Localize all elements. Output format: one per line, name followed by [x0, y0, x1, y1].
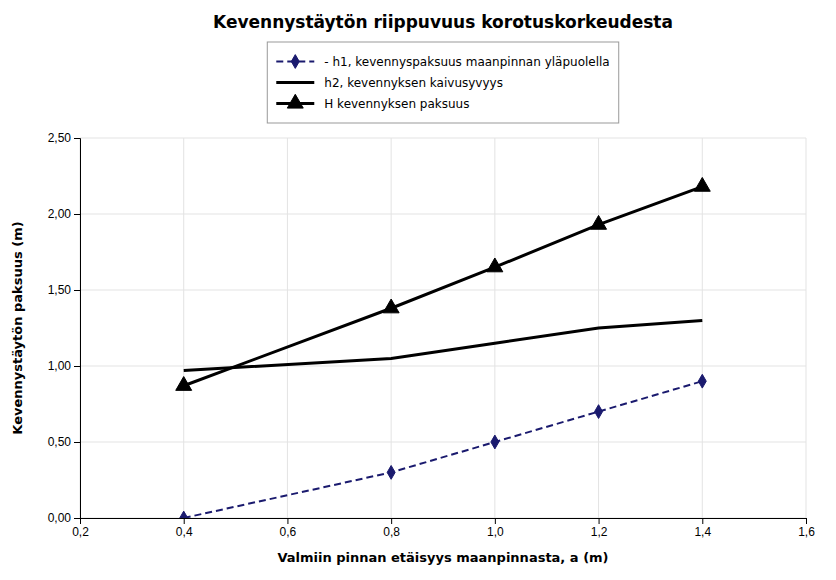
tick-mark — [74, 366, 80, 367]
tick: 1,0 — [487, 518, 504, 539]
grid — [80, 138, 806, 518]
tick-mark — [74, 138, 80, 139]
legend-symbol — [276, 81, 314, 84]
x-axis: 0,2 0,4 0,6 0,8 1,0 1,2 1,4 1,6 — [72, 518, 815, 539]
tick: 2,00 — [48, 207, 80, 221]
tick: 0,50 — [48, 435, 80, 449]
tick: 1,6 — [798, 518, 815, 539]
grid-line — [391, 138, 392, 518]
tick: 1,50 — [48, 283, 80, 297]
x-axis-title: Valmiin pinnan etäisyys maanpinnasta, a … — [277, 550, 608, 565]
plot-area — [176, 177, 711, 518]
tick-label: 2,50 — [48, 131, 72, 145]
legend: - h1, kevennyspaksuus maanpinnan yläpuol… — [267, 42, 618, 123]
tick: 0,8 — [383, 518, 400, 539]
y-axis: 0,00 0,50 1,00 1,50 2,00 2,50 — [48, 131, 81, 525]
tick: 2,50 — [48, 131, 80, 145]
axis-line — [74, 139, 81, 519]
grid-line — [80, 214, 806, 215]
grid-line — [80, 290, 806, 291]
title: Kevennystäytön riippuvuus korotuskorkeud… — [213, 12, 673, 32]
tick-label: 0,6 — [280, 525, 297, 539]
tick-label: 0,4 — [176, 525, 193, 539]
marker — [387, 465, 395, 479]
tick-mark — [184, 518, 185, 524]
tick-mark — [74, 442, 80, 443]
legend-symbol — [287, 94, 303, 108]
series — [176, 177, 711, 390]
legend-label: - h1, kevennyspaksuus maanpinnan yläpuol… — [324, 55, 609, 69]
tick-label: 1,4 — [694, 525, 711, 539]
line — [184, 381, 703, 518]
tick: 0,6 — [280, 518, 297, 539]
tick-label: 0,8 — [383, 525, 400, 539]
grid-line — [80, 442, 806, 443]
legend-label: h2, kevennyksen kaivusyvyys — [324, 76, 503, 90]
tick: 0,2 — [72, 518, 89, 539]
grid-line — [287, 138, 288, 518]
tick-label: 1,6 — [798, 525, 815, 539]
series — [180, 374, 707, 518]
tick-mark — [495, 518, 496, 524]
tick-mark — [599, 518, 600, 524]
legend-frame — [267, 42, 618, 123]
tick: 1,00 — [48, 359, 80, 373]
tick: 1,4 — [694, 518, 711, 539]
marker — [698, 374, 706, 388]
marker — [180, 511, 188, 518]
tick-label: 0,50 — [48, 435, 72, 449]
tick: 1,2 — [591, 518, 608, 539]
tick-mark — [287, 518, 288, 524]
marker — [591, 215, 607, 229]
marker — [694, 177, 710, 191]
tick-mark — [74, 290, 80, 291]
marker — [383, 299, 399, 313]
legend-symbol — [291, 55, 299, 69]
marker — [487, 258, 503, 272]
y-axis-title: Kevennystäytön paksuus (m) — [10, 221, 25, 434]
tick: 0,00 — [48, 511, 80, 525]
marker — [491, 435, 499, 449]
line — [184, 187, 703, 386]
series — [184, 320, 703, 370]
grid-line — [702, 138, 703, 518]
tick-label: 1,0 — [487, 525, 504, 539]
legend-item: H kevennyksen paksuus — [276, 94, 469, 110]
tick: 0,4 — [176, 518, 193, 539]
line — [184, 320, 703, 370]
tick-label: 1,2 — [591, 525, 608, 539]
grid-line — [494, 138, 495, 518]
legend-item: h2, kevennyksen kaivusyvyys — [276, 76, 503, 90]
tick-label: 0,00 — [48, 511, 72, 525]
tick-mark — [74, 518, 80, 519]
grid-line — [806, 138, 807, 518]
legend-label: H kevennyksen paksuus — [324, 97, 469, 111]
tick-label: 1,50 — [48, 283, 72, 297]
tick-label: 0,2 — [72, 525, 89, 539]
tick-mark — [806, 518, 807, 524]
tick-mark — [702, 518, 703, 524]
grid-line — [80, 366, 806, 367]
tick-label: 1,00 — [48, 359, 72, 373]
tick-label: 2,00 — [48, 207, 72, 221]
tick-mark — [391, 518, 392, 524]
legend-item: - h1, kevennyspaksuus maanpinnan yläpuol… — [276, 55, 609, 69]
marker — [595, 405, 603, 419]
grid-line — [183, 138, 184, 518]
tick-mark — [74, 214, 80, 215]
axis-line — [81, 519, 807, 525]
chart: Kevennystäytön riippuvuus korotuskorkeud… — [0, 0, 836, 580]
marker — [176, 377, 192, 391]
grid-line — [80, 138, 806, 139]
